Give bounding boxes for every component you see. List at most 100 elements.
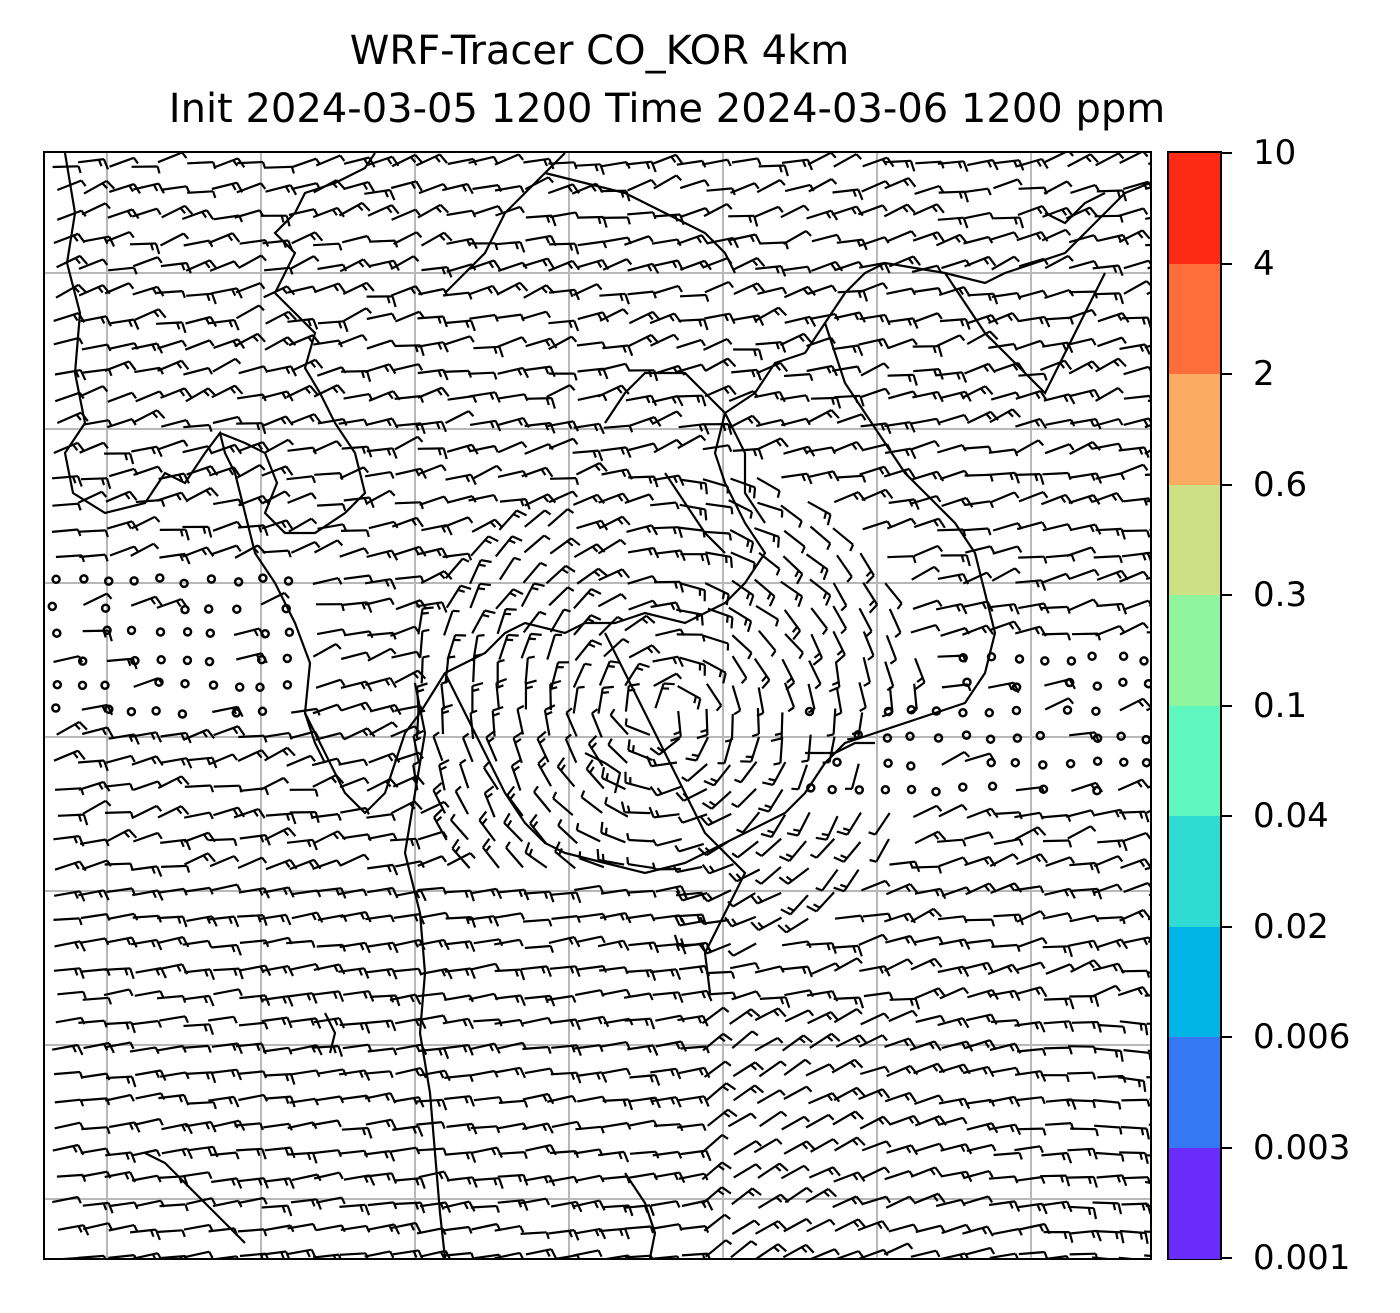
wind-barb-tick (916, 683, 925, 690)
wind-barb-tick (1122, 338, 1126, 344)
wind-barb-shaft (862, 444, 887, 450)
wind-barb-tick (80, 891, 85, 901)
wind-barb-tick (1098, 1022, 1101, 1033)
wind-barb-tick (758, 808, 769, 811)
wind-barb-tick (598, 314, 602, 320)
calm-wind-circle (933, 708, 940, 715)
wind-barb-tick (676, 793, 683, 801)
wind-barb-shaft (182, 1046, 208, 1048)
wind-barb-tick (607, 773, 608, 780)
wind-barb-shaft (369, 522, 394, 528)
wind-barb-tick (648, 648, 653, 653)
wind-barb-tick (577, 1073, 581, 1083)
wind-barb-tick (237, 546, 241, 552)
wind-barb-tick (724, 388, 728, 394)
wind-barb-tick (677, 1201, 680, 1207)
wind-barb-tick (1119, 153, 1124, 158)
wind-barb-tick (101, 317, 104, 323)
wind-barb-tick (677, 396, 682, 406)
wind-barb-shaft (55, 393, 80, 402)
wind-barb-tick (445, 1071, 450, 1081)
wind-barb-tick (1020, 839, 1023, 845)
wind-barb-tick (984, 259, 988, 265)
wind-barb-tick (593, 497, 597, 503)
wind-barb-tick (890, 993, 893, 999)
wind-barb-shaft (55, 1100, 81, 1103)
wind-barb-tick (655, 1075, 659, 1085)
wind-barb-tick (608, 739, 611, 745)
wind-barb-tick (804, 289, 808, 294)
calm-wind-circle (286, 629, 293, 636)
wind-barb-shaft (341, 652, 366, 659)
wind-barb-tick (204, 391, 209, 396)
wind-barb-tick (728, 951, 733, 956)
wind-barb-tick (862, 414, 866, 420)
wind-barb-tick (827, 543, 830, 549)
wind-barb-shaft (110, 547, 134, 556)
wind-barb-tick (868, 656, 874, 660)
wind-barb-tick (855, 396, 857, 403)
wind-barb-tick (837, 235, 840, 241)
wind-barb-tick (284, 593, 289, 598)
wind-barb-tick (437, 550, 440, 556)
wind-barb-tick (99, 891, 102, 897)
wind-barb-shaft (133, 781, 158, 790)
wind-barb-tick (470, 336, 474, 342)
wind-barb-shaft (653, 1224, 679, 1228)
wind-barb-tick (1143, 153, 1148, 157)
wind-barb-tick (989, 832, 993, 838)
wind-barb-tick (1145, 859, 1150, 868)
wind-barb-tick (494, 157, 497, 163)
wind-barb-tick (732, 919, 736, 925)
wind-barb-tick (698, 699, 701, 710)
wind-barb-tick (774, 1011, 779, 1016)
wind-barb-shaft (54, 656, 79, 662)
wind-barb-tick (204, 997, 207, 1004)
wind-barb-tick (534, 786, 538, 792)
wind-barb-shaft (134, 467, 159, 475)
wind-barb-tick (1071, 318, 1073, 325)
wind-barb-shaft (473, 185, 499, 189)
wind-barb-shaft (598, 540, 620, 554)
wind-barb-tick (1121, 473, 1124, 479)
wind-barb-shaft (911, 419, 937, 424)
wind-barb-tick (858, 946, 862, 956)
wind-barb-tick (813, 658, 822, 665)
wind-barb-shaft (265, 828, 288, 840)
wind-barb-shaft (1121, 1100, 1147, 1101)
wind-barb-shaft (212, 885, 237, 891)
wind-barb-shaft (237, 465, 260, 478)
wind-barb-tick (468, 184, 473, 194)
wind-barb-tick (834, 857, 844, 862)
wind-barb-shaft (963, 573, 987, 584)
wind-barb-shaft (834, 154, 857, 167)
wind-barb-tick (823, 629, 827, 635)
wind-barb-tick (815, 653, 820, 657)
wind-barb-tick (520, 1020, 523, 1027)
wind-barb-shaft (833, 528, 853, 545)
wind-barb-tick (548, 1047, 550, 1054)
calm-wind-circle (259, 575, 266, 582)
wind-barb-tick (522, 442, 526, 447)
wind-barb-tick (835, 1249, 839, 1255)
wind-barb-tick (558, 758, 564, 767)
wind-barb-tick (422, 613, 429, 614)
wind-barb-tick (747, 1012, 752, 1017)
wind-barb-tick (1094, 261, 1098, 267)
wind-barb-shaft (81, 1074, 107, 1078)
wind-barb-tick (934, 567, 939, 572)
wind-barb-shaft (758, 503, 783, 511)
wind-barb-tick (443, 1100, 447, 1110)
colorbar-segment (1169, 153, 1220, 264)
wind-barb-tick (1010, 885, 1014, 891)
wind-barb-shaft (624, 236, 649, 245)
wind-barb-tick (860, 998, 863, 1009)
wind-barb-tick (390, 190, 394, 200)
wind-barb-shaft (885, 583, 902, 603)
wind-barb-shaft (448, 396, 474, 400)
wind-barb-shaft (364, 1071, 390, 1073)
wind-barb-tick (313, 476, 316, 483)
wind-barb-shaft (161, 420, 186, 427)
wind-barb-tick (1086, 157, 1091, 162)
wind-barb-tick (1113, 965, 1117, 971)
